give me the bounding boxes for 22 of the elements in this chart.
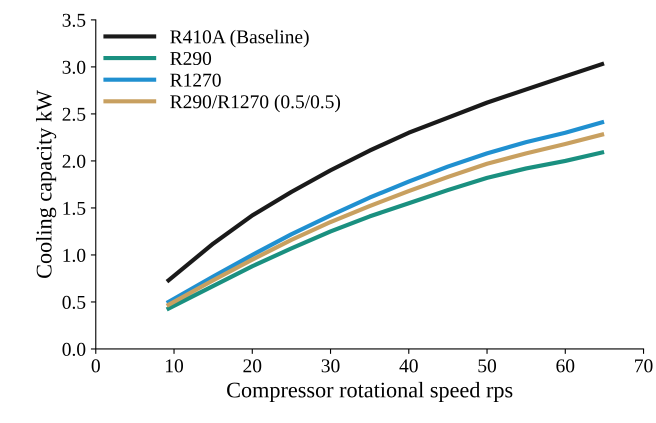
x-tick-label: 60 <box>556 359 574 372</box>
y-tick-label: 3.5 <box>62 14 86 27</box>
legend-label: R1270 <box>170 74 221 87</box>
y-tick-label: 3.0 <box>62 60 86 74</box>
legend-label: R410A (Baseline) <box>170 30 309 48</box>
x-tick-label: 50 <box>478 359 496 372</box>
x-tick-label: 0 <box>92 359 100 372</box>
y-tick-label: 1.0 <box>63 248 86 262</box>
x-axis-title: Compressor rotational speed rps <box>227 382 512 402</box>
x-tick-label: 20 <box>243 359 262 372</box>
y-tick-label: 0.5 <box>62 296 86 309</box>
y-axis-title: Cooling capacity kW <box>36 90 56 278</box>
x-tick-label: 40 <box>399 359 418 372</box>
x-tick-label: 30 <box>322 359 340 372</box>
x-tick-label: 70 <box>635 359 653 372</box>
x-tick-label: 10 <box>166 359 184 372</box>
legend-label: R290 <box>170 52 212 66</box>
y-tick-label: 1.5 <box>63 202 86 215</box>
y-tick-label: 0.0 <box>62 342 86 356</box>
y-tick-label: 2.5 <box>62 108 86 121</box>
legend-label: R290/R1270 (0.5/0.5) <box>170 94 340 112</box>
y-tick-label: 2.0 <box>62 154 86 168</box>
